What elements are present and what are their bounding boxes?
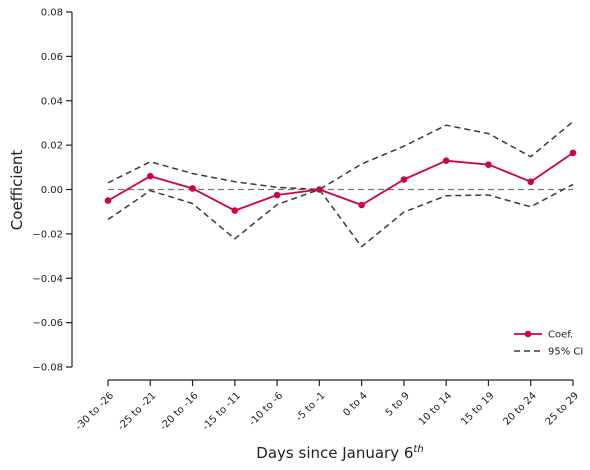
coef-point xyxy=(231,207,239,214)
x-axis-title: Days since January 6th xyxy=(256,444,423,462)
y-tick-label: −0.04 xyxy=(32,274,63,285)
coef-point xyxy=(273,191,281,199)
y-tick-label: 0.08 xyxy=(41,8,63,19)
x-axis: -30 to -26 -25 to -21 -20 to -16 -15 to -11… xyxy=(74,379,581,433)
plot-area xyxy=(104,121,577,248)
y-tick-label: 0.04 xyxy=(41,96,63,107)
x-axis-title-superscript: th xyxy=(413,444,423,455)
coef-point xyxy=(358,201,365,209)
legend-ci-label: 95% CI xyxy=(548,347,583,358)
coef-point xyxy=(400,176,408,183)
x-tick-label: 20 to 24 xyxy=(501,390,538,427)
x-tick-label: -15 to -11 xyxy=(200,390,242,432)
x-tick-label: -25 to -21 xyxy=(116,390,158,432)
coef-point xyxy=(146,172,154,180)
x-tick-label: 5 to 9 xyxy=(384,390,412,418)
y-tick-label: −0.08 xyxy=(32,363,63,374)
coef-point xyxy=(442,157,450,164)
y-tick-label: 0.06 xyxy=(41,52,63,63)
y-axis-title: Coefficient xyxy=(8,150,26,231)
y-tick-label: −0.06 xyxy=(32,318,63,329)
x-tick-label: -5 to -1 xyxy=(294,390,327,423)
x-tick-label: 15 to 19 xyxy=(459,390,496,427)
x-tick-label: 10 to 14 xyxy=(417,390,454,427)
coef-point xyxy=(485,161,492,168)
x-tick-label: 0 to 4 xyxy=(341,390,369,418)
ci-upper-line xyxy=(107,121,574,191)
x-tick-label: -10 to -6 xyxy=(247,390,285,428)
coef-line xyxy=(107,152,574,212)
x-tick-label: 25 to 29 xyxy=(544,390,581,427)
x-tick-label: -20 to -16 xyxy=(158,390,200,432)
y-tick-label: −0.02 xyxy=(32,229,63,240)
legend-coef-marker xyxy=(524,330,532,338)
coef-point xyxy=(104,197,112,204)
ci-lower-line xyxy=(107,183,574,248)
coef-point xyxy=(189,185,196,192)
legend: Coef. 95% CI xyxy=(514,330,583,358)
x-axis-title-main: Days since January 6 xyxy=(256,444,413,462)
coef-point xyxy=(316,186,323,193)
y-tick-label: 0.00 xyxy=(41,185,63,196)
coef-point xyxy=(569,149,577,157)
y-axis: −0.08 −0.06 −0.04 −0.02 0.00 0.02 0.04 0.06 0.08 xyxy=(32,8,73,374)
y-tick-label: 0.02 xyxy=(41,141,63,152)
x-tick-label: -30 to -26 xyxy=(74,390,116,432)
coef-point xyxy=(527,178,535,186)
legend-coef-label: Coef. xyxy=(548,330,573,341)
